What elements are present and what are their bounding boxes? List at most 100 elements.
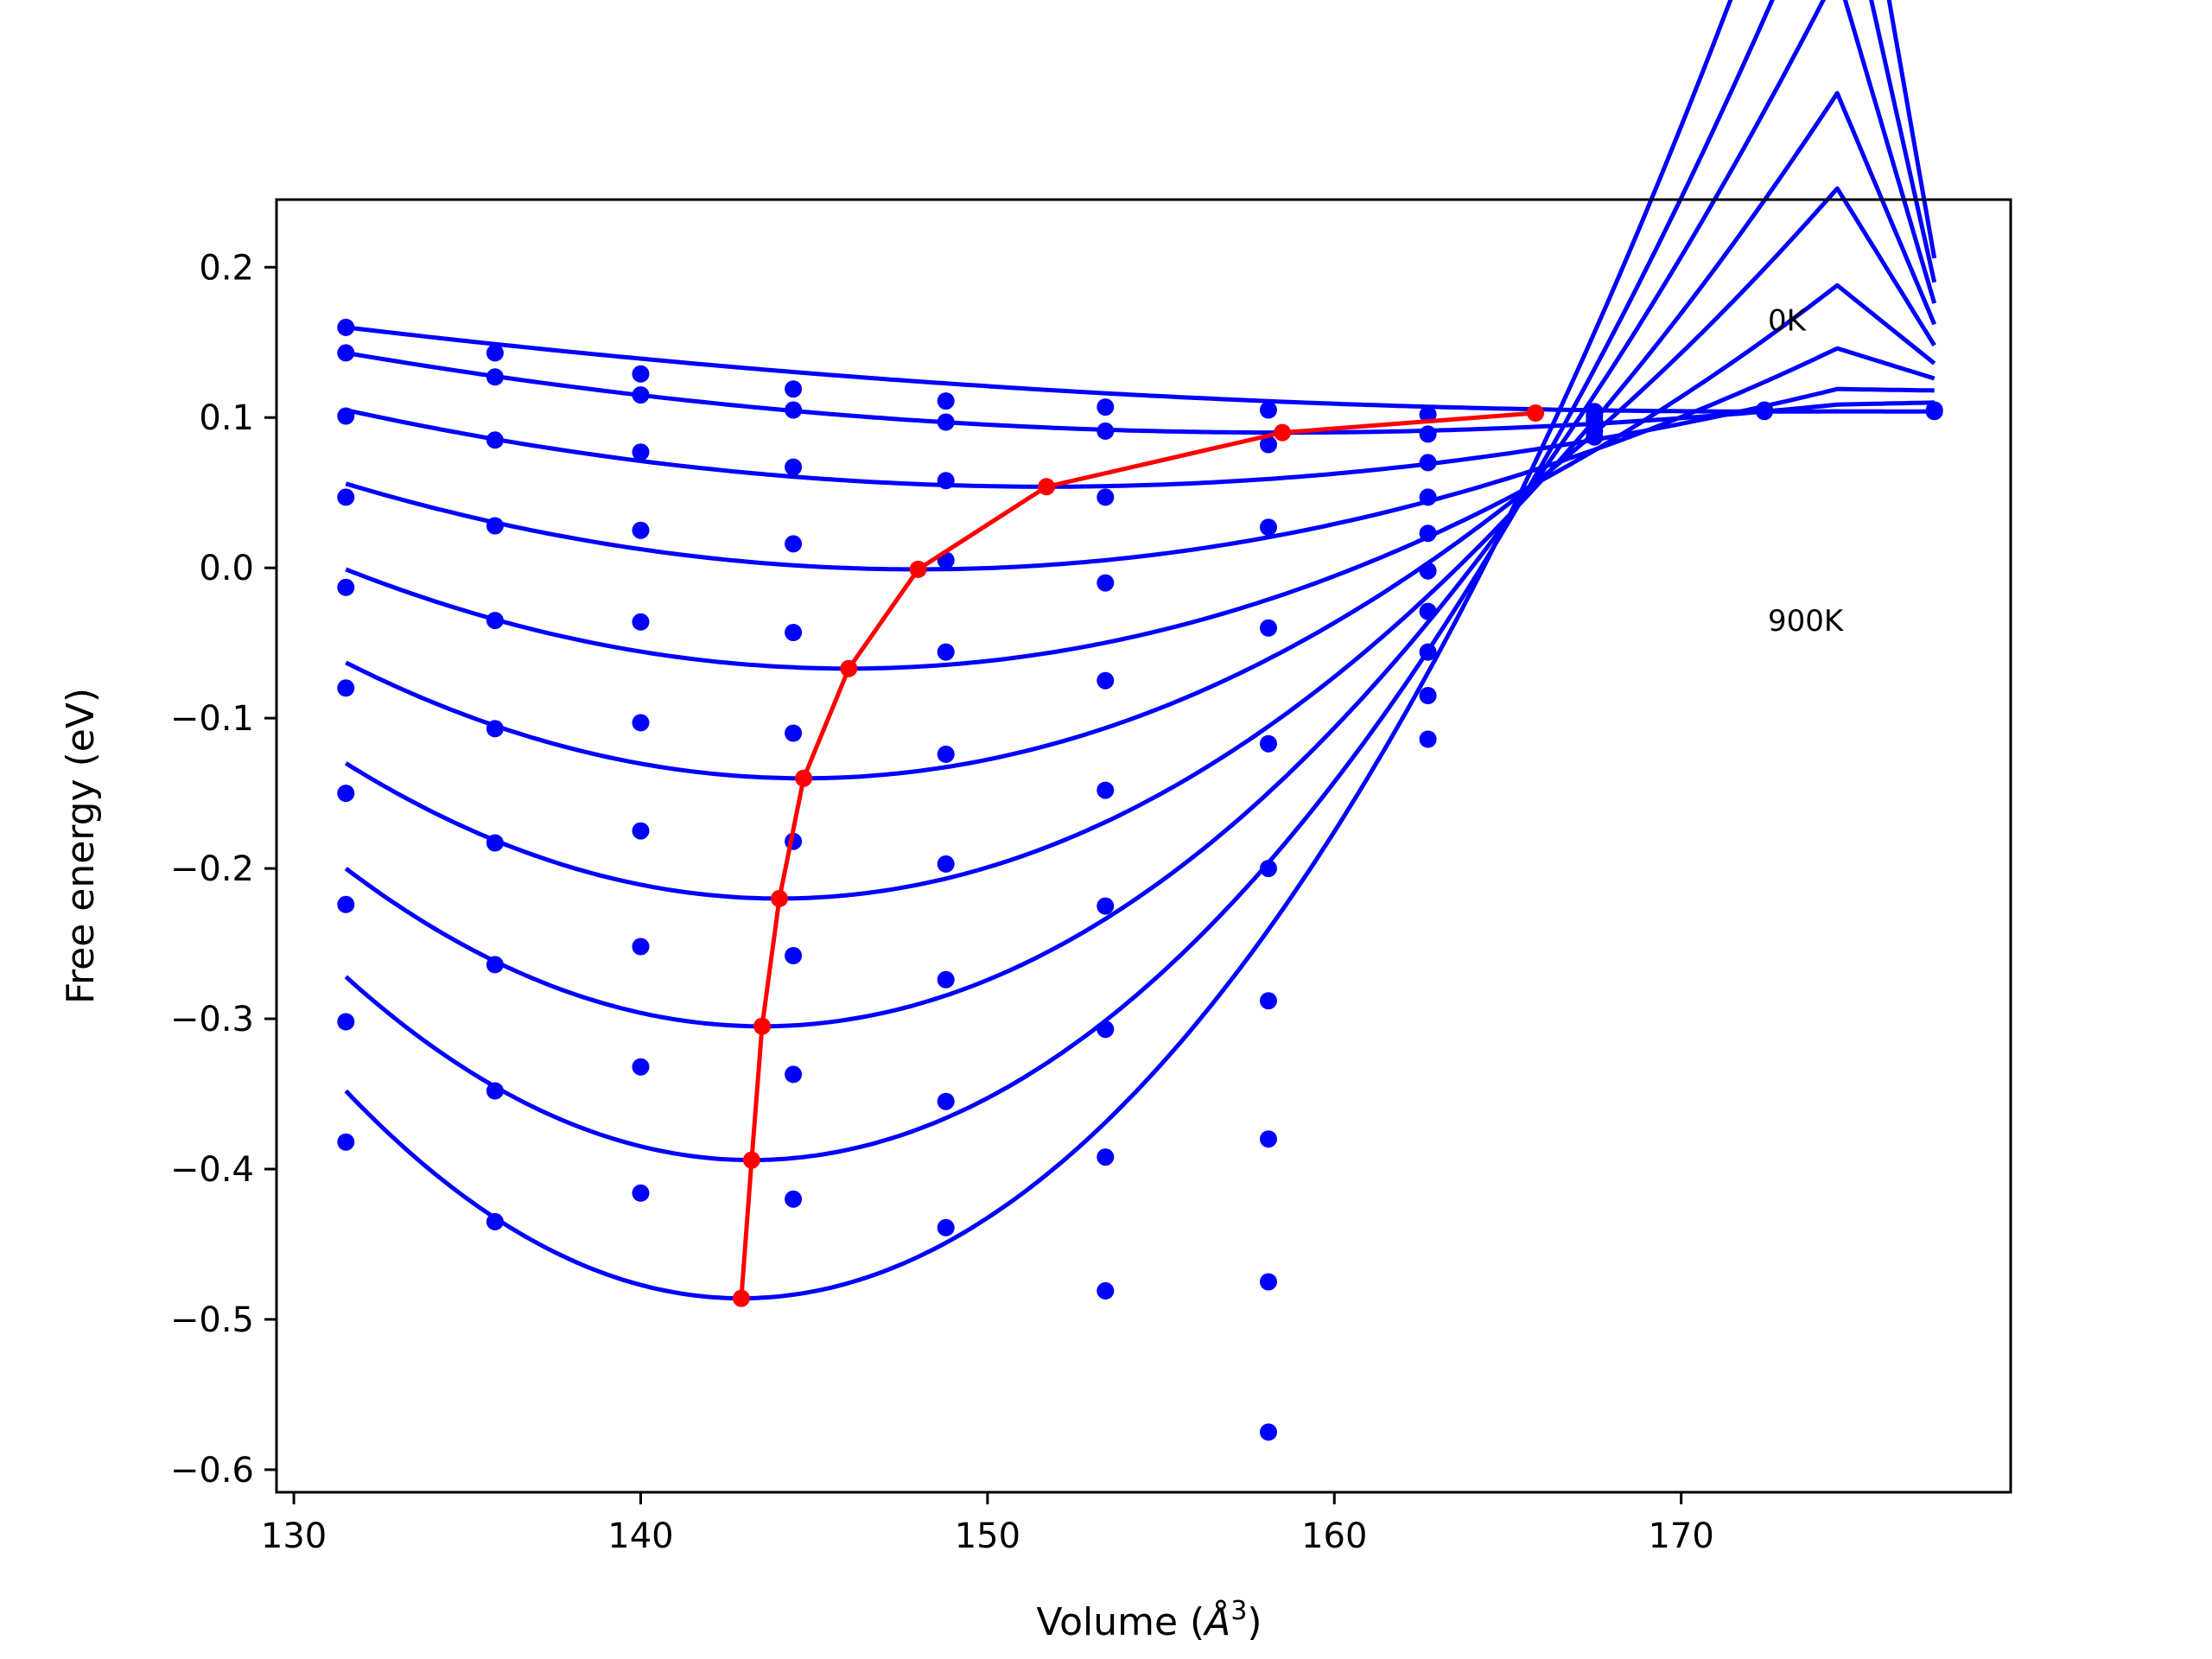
x-axis-label-exponent: 3 xyxy=(1230,1596,1247,1626)
data-point-5-5 xyxy=(937,643,955,661)
data-point-5-9 xyxy=(937,1092,955,1110)
data-point-1-4 xyxy=(337,488,355,506)
minimum-path-point-10 xyxy=(1527,404,1545,422)
data-point-4-2 xyxy=(785,401,803,419)
data-point-5-2 xyxy=(937,413,955,431)
data-point-1-3 xyxy=(337,407,355,425)
data-point-5-8 xyxy=(937,970,955,988)
data-point-3-9 xyxy=(632,1058,650,1076)
fit-curve-4 xyxy=(345,346,1936,572)
data-point-8-6 xyxy=(1419,562,1437,580)
fit-curve-3 xyxy=(345,386,1935,489)
y-axis-label: Free energy (eV) xyxy=(59,688,103,1004)
data-point-8-7 xyxy=(1419,602,1437,620)
data-point-2-5 xyxy=(486,612,504,630)
x-tick-label: 170 xyxy=(1648,1516,1713,1556)
data-point-4-5 xyxy=(785,624,803,641)
y-tick-label: −0.3 xyxy=(170,1000,254,1039)
data-point-3-3 xyxy=(632,443,650,461)
data-point-2-10 xyxy=(486,1212,504,1230)
data-point-6-8 xyxy=(1096,1020,1115,1039)
fit-curve-10 xyxy=(344,0,1937,1301)
data-point-2-7 xyxy=(486,834,504,852)
data-point-3-6 xyxy=(632,714,650,732)
data-point-8-2 xyxy=(1419,425,1437,443)
data-point-3-2 xyxy=(632,386,650,404)
data-point-4-10 xyxy=(785,1190,803,1208)
data-point-1-5 xyxy=(337,578,355,596)
fit-curve-5 xyxy=(345,283,1936,671)
data-point-4-4 xyxy=(785,535,803,553)
y-axis: 0.2 0.1 0.0 −0.1 −0.2 −0.3 −0.4 −0.5 −0.6 xyxy=(170,248,276,1491)
x-tick-label: 150 xyxy=(955,1516,1020,1556)
data-point-6-6 xyxy=(1096,781,1115,799)
data-point-1-1 xyxy=(337,318,355,336)
x-axis-label: Volume (Å3) xyxy=(1036,1596,1262,1644)
x-axis-label-close: ) xyxy=(1247,1600,1262,1644)
data-point-6-1 xyxy=(1096,398,1115,416)
data-point-7-2 xyxy=(1260,435,1277,454)
y-tick-label: −0.1 xyxy=(170,699,254,739)
y-tick-label: −0.4 xyxy=(170,1150,254,1190)
fit-curve-1 xyxy=(346,325,1935,414)
data-point-2-8 xyxy=(486,956,504,974)
data-point-7-8 xyxy=(1260,1130,1277,1148)
data-point-6-7 xyxy=(1096,897,1115,915)
data-point-8-10 xyxy=(1419,730,1437,748)
data-point-3-4 xyxy=(632,521,650,539)
data-point-1-2 xyxy=(337,344,355,362)
data-point-8-9 xyxy=(1419,687,1437,704)
temperature-annotations: 0K 900K xyxy=(1768,303,1845,639)
data-point-7-6 xyxy=(1260,860,1277,878)
data-point-4-3 xyxy=(785,458,803,476)
data-point-3-10 xyxy=(632,1184,650,1202)
data-point-1-10 xyxy=(337,1133,355,1151)
data-point-4-9 xyxy=(785,1065,803,1084)
y-tick-label: −0.6 xyxy=(170,1451,254,1491)
fit-curve-6 xyxy=(345,186,1936,781)
data-point-7-7 xyxy=(1260,992,1277,1010)
data-point-5-10 xyxy=(937,1218,955,1236)
y-tick-label: 0.2 xyxy=(199,248,254,288)
minimum-path-point-1 xyxy=(732,1289,750,1307)
data-point-9-6 xyxy=(1586,428,1604,446)
data-point-1-7 xyxy=(337,785,355,803)
x-tick-label: 130 xyxy=(261,1516,327,1556)
x-axis: 130 140 150 160 170 xyxy=(261,1492,1714,1556)
data-point-2-1 xyxy=(486,344,504,362)
data-point-8-4 xyxy=(1419,488,1437,506)
x-tick-label: 140 xyxy=(607,1516,673,1556)
data-point-5-7 xyxy=(937,855,955,873)
plot-area xyxy=(337,0,1943,1441)
data-point-8-5 xyxy=(1419,524,1437,543)
data-point-7-10 xyxy=(1260,1423,1277,1441)
data-point-6-5 xyxy=(1096,671,1115,690)
minimum-path-point-7 xyxy=(909,560,927,578)
data-point-8-8 xyxy=(1419,643,1437,661)
data-point-7-5 xyxy=(1260,734,1277,753)
data-point-7-3 xyxy=(1260,518,1277,537)
data-point-3-8 xyxy=(632,938,650,956)
y-tick-label: −0.5 xyxy=(170,1300,254,1340)
y-tick-label: 0.0 xyxy=(199,549,254,588)
data-point-2-6 xyxy=(486,720,504,738)
fit-curve-9 xyxy=(344,0,1937,1163)
data-point-1-9 xyxy=(337,1013,355,1031)
data-point-1-8 xyxy=(337,895,355,913)
fit-curve-7 xyxy=(344,91,1937,901)
minimum-path-point-3 xyxy=(753,1017,771,1035)
y-tick-label: −0.2 xyxy=(170,849,254,889)
data-point-4-8 xyxy=(785,947,803,964)
data-point-3-1 xyxy=(632,365,650,383)
minimum-path-line xyxy=(739,410,1536,1299)
data-point-5-1 xyxy=(937,392,955,410)
minimum-path-point-6 xyxy=(840,659,858,677)
data-point-6-2 xyxy=(1096,422,1115,440)
data-point-3-5 xyxy=(632,613,650,631)
data-point-7-9 xyxy=(1260,1273,1277,1291)
temperature-annotation: 900K xyxy=(1768,604,1845,639)
temperature-annotation: 0K xyxy=(1768,303,1808,338)
data-point-6-3 xyxy=(1096,488,1115,506)
data-point-11-2 xyxy=(1925,401,1943,419)
